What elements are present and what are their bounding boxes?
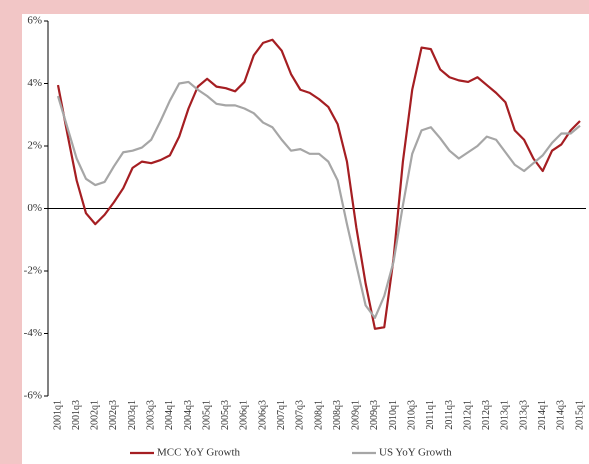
x-tick-label: 2008q1	[313, 400, 324, 430]
x-tick-label: 2003q1	[127, 400, 138, 430]
y-tick-label: -6%	[24, 390, 42, 402]
x-tick-label: 2007q3	[295, 400, 306, 430]
x-tick-label: 2002q1	[90, 400, 101, 430]
x-tick-label: 2006q3	[257, 400, 268, 430]
y-tick-label: -2%	[24, 265, 42, 277]
y-tick-label: 2%	[27, 140, 42, 152]
x-tick-label: 2008q3	[332, 400, 343, 430]
x-tick-label: 2004q1	[164, 400, 175, 430]
legend-label: US YoY Growth	[379, 447, 452, 459]
series-line	[56, 38, 581, 330]
y-tick-label: 6%	[27, 15, 42, 27]
y-tick-label: 0%	[27, 202, 42, 214]
series-line	[56, 80, 581, 319]
x-tick-label: 2003q3	[146, 400, 157, 430]
x-tick-label: 2006q1	[239, 400, 250, 430]
x-tick-label: 2007q1	[276, 400, 287, 430]
x-tick-label: 2001q3	[71, 400, 82, 430]
x-tick-label: 2014q3	[556, 400, 567, 430]
x-tick-label: 2005q3	[220, 400, 231, 430]
x-tick-label: 2013q3	[518, 400, 529, 430]
x-tick-label: 2009q1	[351, 400, 362, 430]
x-tick-label: 2009q3	[369, 400, 380, 430]
chart-panel	[22, 14, 589, 464]
x-tick-label: 2015q1	[574, 400, 585, 430]
x-tick-label: 2014q1	[537, 400, 548, 430]
x-tick-label: 2011q3	[444, 400, 455, 430]
x-tick-label: 2011q1	[425, 400, 436, 430]
x-tick-label: 2010q3	[407, 400, 418, 430]
x-tick-label: 2010q1	[388, 400, 399, 430]
x-tick-label: 2012q3	[481, 400, 492, 430]
x-tick-label: 2005q1	[201, 400, 212, 430]
y-tick-label: -4%	[24, 327, 42, 339]
x-tick-label: 2002q3	[108, 400, 119, 430]
x-tick-label: 2004q3	[183, 400, 194, 430]
x-tick-label: 2001q1	[52, 400, 63, 430]
x-tick-label: 2012q1	[462, 400, 473, 430]
legend-label: MCC YoY Growth	[157, 447, 241, 459]
y-tick-label: 4%	[27, 77, 42, 89]
x-tick-label: 2013q1	[500, 400, 511, 430]
